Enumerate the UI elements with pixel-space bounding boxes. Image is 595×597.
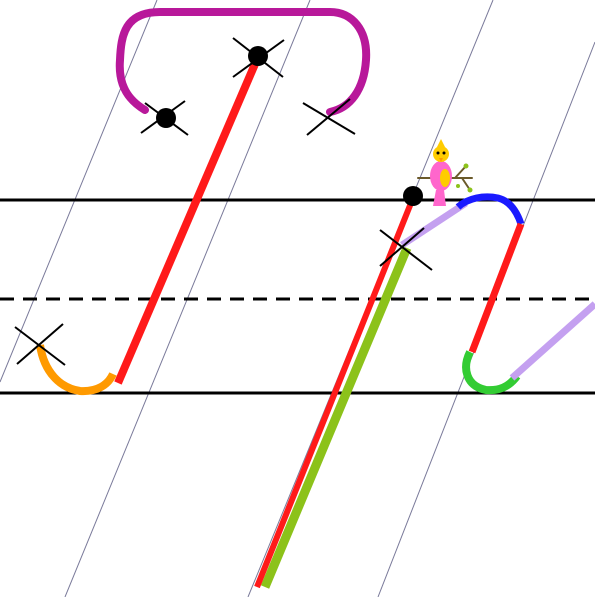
start-dot-icon [403, 186, 423, 206]
start-dots [156, 46, 423, 206]
slant-guide-line [0, 0, 158, 383]
green-bottom-curve-stroke [462, 350, 521, 395]
orange-hook-stroke [36, 344, 117, 396]
magenta-loop-stroke [115, 8, 371, 116]
lime-stroke [260, 246, 412, 589]
bird-on-branch-icon [417, 139, 473, 206]
lavender-exit-stroke [509, 301, 595, 381]
bird-wing [440, 169, 450, 187]
ruling-lines [0, 198, 595, 395]
red-down-stroke [468, 222, 525, 354]
start-dot-icon [156, 108, 176, 128]
start-dot-icon [248, 46, 268, 66]
cross-mark-icon [302, 98, 356, 136]
bird-head [433, 146, 449, 162]
cross-mark-icon [14, 323, 66, 366]
cross-mark-icon [379, 227, 433, 271]
cross-markers [14, 37, 433, 366]
red-descender-stroke [254, 196, 416, 589]
blue-arch-stroke [455, 193, 525, 226]
red-main-stroke [114, 55, 262, 385]
